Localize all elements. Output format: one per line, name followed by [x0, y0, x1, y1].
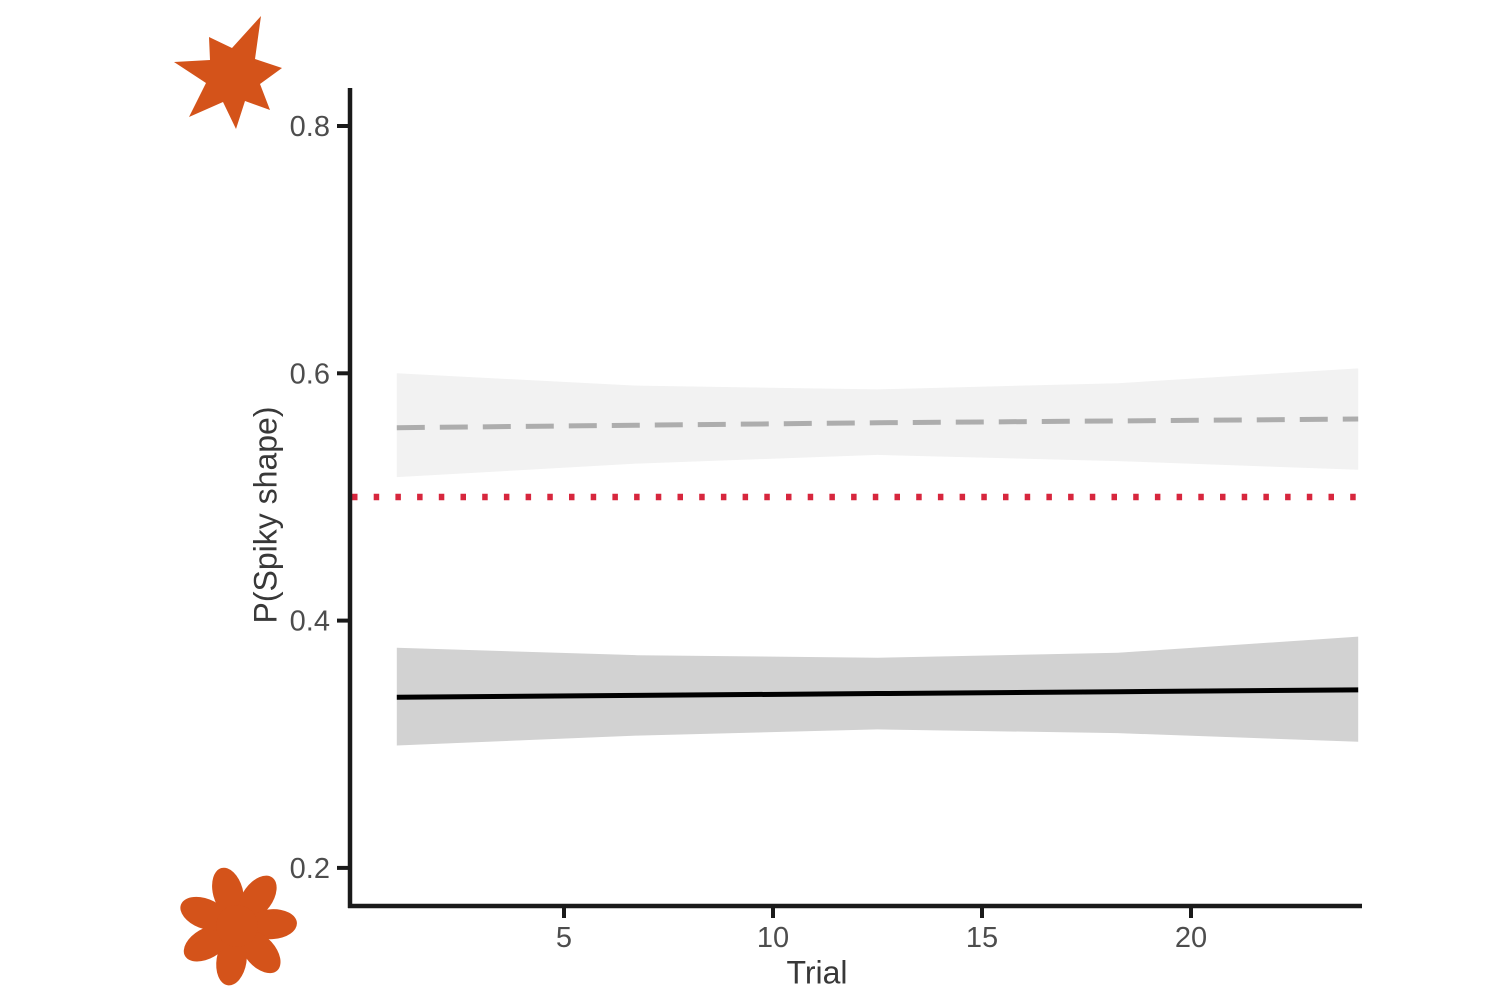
- x-tick-label: 15: [966, 922, 998, 954]
- flower-asterisk-icon: [180, 867, 297, 986]
- spiky-star-icon: [174, 16, 282, 129]
- x-tick-label: 5: [556, 922, 572, 954]
- x-tick-label: 10: [757, 922, 789, 954]
- spiky-star-shape: [174, 16, 282, 129]
- solid-black-fit-line: [396, 687, 1359, 700]
- y-tick-label: 0.8: [290, 111, 330, 143]
- y-tick-label: 0.6: [290, 358, 330, 390]
- y-axis-title: P(Spiky shape): [247, 406, 284, 624]
- flower-asterisk-shape: [180, 867, 297, 986]
- x-axis-title: Trial: [786, 954, 848, 991]
- y-tick-label: 0.4: [290, 606, 330, 638]
- dashed-gray-fit-line: [396, 416, 1359, 431]
- x-tick-label: 20: [1175, 922, 1207, 954]
- y-tick-label: 0.2: [290, 853, 330, 885]
